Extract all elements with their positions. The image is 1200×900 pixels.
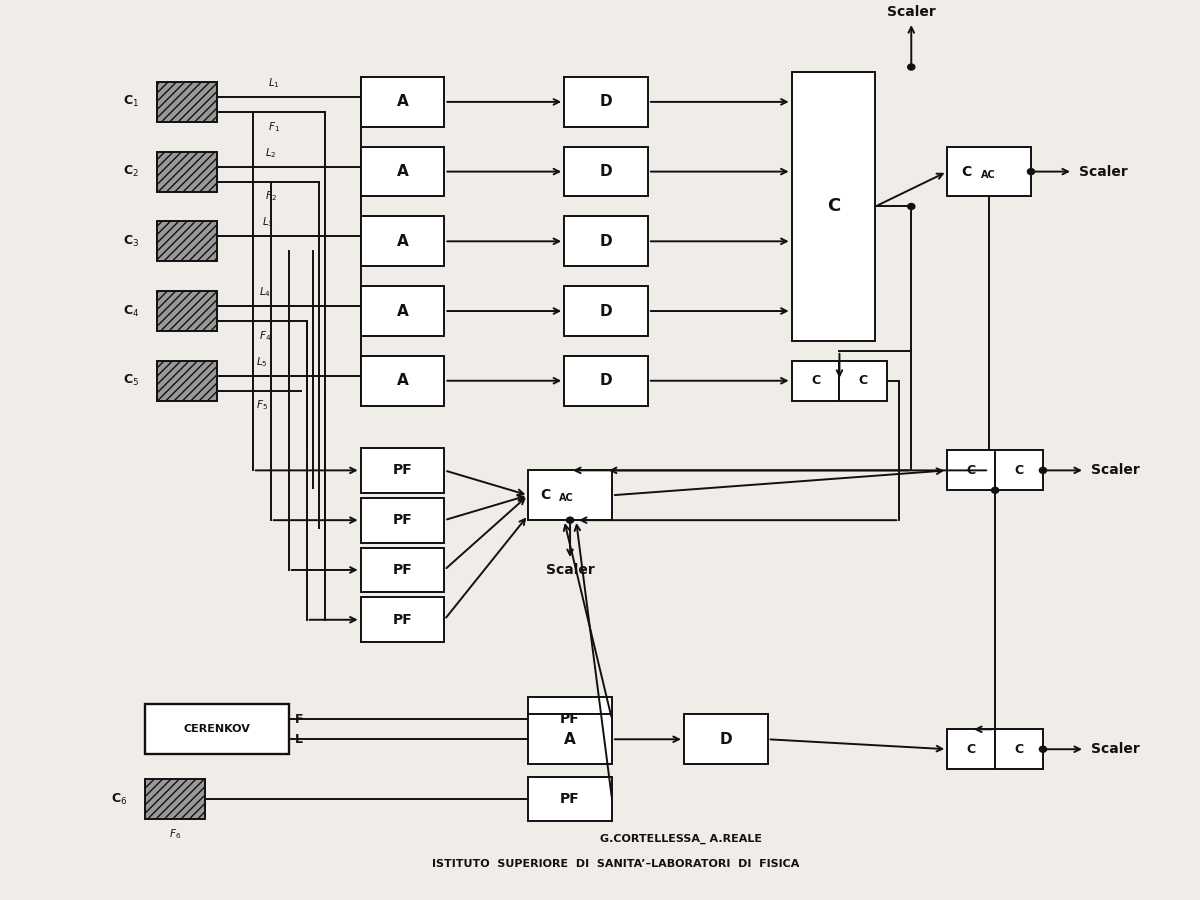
- Text: C$_2$: C$_2$: [124, 164, 139, 179]
- Text: C: C: [961, 165, 972, 178]
- Text: PF: PF: [392, 513, 413, 527]
- Text: CERENKOV: CERENKOV: [184, 724, 251, 734]
- Bar: [157, 152, 217, 192]
- Text: C$_6$: C$_6$: [110, 791, 127, 806]
- Text: C: C: [1014, 464, 1024, 477]
- Text: C: C: [540, 489, 551, 502]
- Text: C$_1$: C$_1$: [124, 94, 139, 110]
- Bar: [360, 216, 444, 266]
- Text: D: D: [600, 234, 612, 248]
- Circle shape: [1027, 168, 1034, 175]
- Bar: [564, 216, 648, 266]
- Bar: [528, 777, 612, 822]
- Text: L$_4$: L$_4$: [259, 285, 271, 299]
- Bar: [995, 451, 1043, 490]
- Circle shape: [907, 203, 914, 210]
- Bar: [360, 77, 444, 127]
- Text: A: A: [396, 94, 408, 110]
- Text: A: A: [396, 303, 408, 319]
- Text: C: C: [966, 742, 976, 756]
- Text: Scaler: Scaler: [887, 5, 936, 19]
- Text: PF: PF: [392, 613, 413, 626]
- Bar: [564, 77, 648, 127]
- Bar: [528, 471, 612, 520]
- Text: Scaler: Scaler: [1091, 742, 1140, 756]
- Bar: [157, 361, 217, 400]
- Text: A: A: [396, 164, 408, 179]
- Bar: [157, 291, 217, 331]
- Bar: [145, 705, 289, 754]
- Text: A: A: [564, 732, 576, 747]
- Bar: [840, 361, 887, 400]
- Bar: [792, 361, 840, 400]
- Text: F$_4$: F$_4$: [259, 329, 271, 343]
- Bar: [947, 147, 1031, 196]
- Bar: [360, 547, 444, 592]
- Text: PF: PF: [392, 464, 413, 477]
- Text: C$_4$: C$_4$: [122, 303, 139, 319]
- Text: C$_5$: C$_5$: [122, 374, 139, 388]
- Text: AC: AC: [980, 169, 996, 180]
- Text: PF: PF: [560, 792, 580, 806]
- Text: D: D: [600, 374, 612, 388]
- Bar: [360, 448, 444, 493]
- Text: L$_1$: L$_1$: [268, 76, 280, 90]
- Bar: [947, 451, 995, 490]
- Text: Scaler: Scaler: [1079, 165, 1128, 178]
- Text: PF: PF: [560, 712, 580, 726]
- Text: L$_5$: L$_5$: [256, 355, 268, 369]
- Text: AC: AC: [559, 493, 574, 503]
- Text: C: C: [827, 197, 840, 215]
- Bar: [145, 779, 205, 819]
- Text: C: C: [811, 374, 820, 387]
- Bar: [360, 598, 444, 643]
- Bar: [564, 286, 648, 336]
- Text: ISTITUTO  SUPERIORE  DI  SANITA’–LABORATORI  DI  FISICA: ISTITUTO SUPERIORE DI SANITA’–LABORATORI…: [432, 859, 799, 868]
- Circle shape: [1039, 467, 1046, 473]
- Bar: [360, 498, 444, 543]
- Bar: [564, 356, 648, 406]
- Text: Scaler: Scaler: [546, 563, 594, 577]
- Text: D: D: [600, 303, 612, 319]
- Text: A: A: [396, 234, 408, 248]
- Bar: [528, 715, 612, 764]
- Bar: [360, 147, 444, 196]
- Bar: [157, 82, 217, 122]
- Bar: [792, 72, 875, 341]
- Text: C: C: [1014, 742, 1024, 756]
- Circle shape: [907, 64, 914, 70]
- Text: L$_3$: L$_3$: [262, 216, 274, 230]
- Text: D: D: [719, 732, 732, 747]
- Text: G.CORTELLESSA_ A.REALE: G.CORTELLESSA_ A.REALE: [600, 833, 762, 844]
- Text: F$_6$: F$_6$: [169, 827, 181, 841]
- Text: C: C: [859, 374, 868, 387]
- Bar: [360, 356, 444, 406]
- Text: PF: PF: [392, 563, 413, 577]
- Text: D: D: [600, 164, 612, 179]
- Text: C$_3$: C$_3$: [122, 234, 139, 249]
- Bar: [995, 729, 1043, 769]
- Text: C: C: [966, 464, 976, 477]
- Text: D: D: [600, 94, 612, 110]
- Text: F: F: [295, 713, 304, 725]
- Bar: [564, 147, 648, 196]
- Circle shape: [1039, 746, 1046, 752]
- Bar: [684, 715, 768, 764]
- Text: F$_2$: F$_2$: [265, 190, 277, 203]
- Text: F$_1$: F$_1$: [268, 120, 280, 133]
- Text: Scaler: Scaler: [1091, 464, 1140, 477]
- Text: L: L: [295, 733, 302, 746]
- Text: L$_2$: L$_2$: [265, 146, 277, 159]
- Text: A: A: [396, 374, 408, 388]
- Bar: [360, 286, 444, 336]
- Circle shape: [566, 518, 574, 523]
- Bar: [947, 729, 995, 769]
- Bar: [528, 697, 612, 742]
- Bar: [157, 221, 217, 261]
- Text: F$_5$: F$_5$: [256, 399, 268, 412]
- Circle shape: [991, 487, 998, 493]
